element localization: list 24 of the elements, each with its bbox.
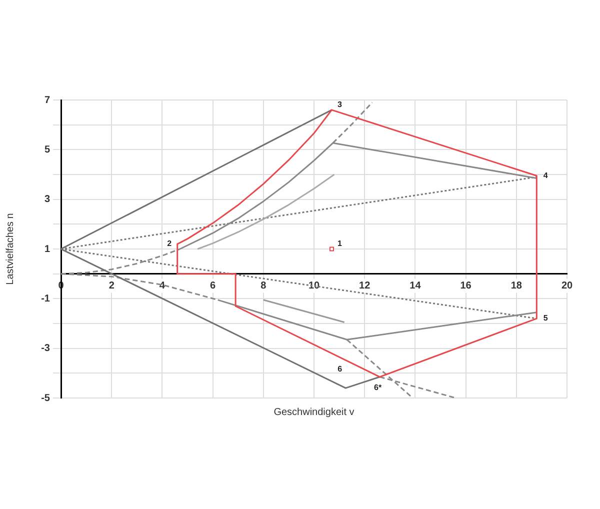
annotation: 1 bbox=[337, 239, 342, 248]
x-axis-title: Geschwindigkeit v bbox=[274, 406, 354, 418]
annotation: 6* bbox=[374, 383, 382, 392]
x-tick-label: 8 bbox=[260, 280, 267, 292]
x-tick-label: 16 bbox=[460, 280, 472, 292]
annotation: 3 bbox=[337, 100, 342, 110]
y-axis-title: Lastvielfaches n bbox=[4, 213, 16, 285]
annotation: 2 bbox=[167, 239, 172, 248]
annotation: 5 bbox=[543, 314, 548, 323]
y-tick-label: -3 bbox=[41, 343, 50, 354]
annotation: 6 bbox=[338, 364, 343, 374]
x-tick-label: 14 bbox=[410, 280, 422, 292]
x-tick-label: 2 bbox=[108, 280, 115, 292]
x-tick-label: 6 bbox=[210, 280, 216, 292]
y-tick-label: 5 bbox=[44, 144, 50, 156]
y-tick-label: 7 bbox=[44, 94, 50, 106]
y-tick-label: -5 bbox=[41, 392, 50, 404]
x-tick-label: 12 bbox=[359, 280, 371, 292]
x-tick-label: 20 bbox=[561, 280, 573, 292]
annotation: 4 bbox=[543, 170, 548, 180]
x-tick-label: 18 bbox=[510, 280, 522, 292]
y-tick-label: 1 bbox=[44, 244, 50, 255]
y-tick-label: 3 bbox=[44, 194, 50, 206]
y-tick-label: -1 bbox=[41, 293, 50, 304]
